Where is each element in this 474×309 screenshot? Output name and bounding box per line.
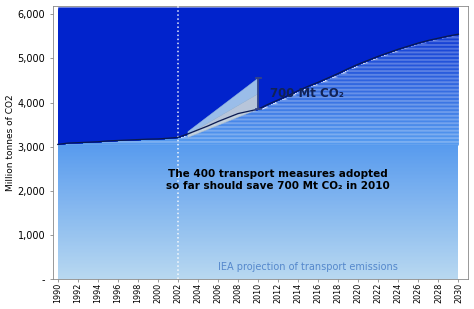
Text: The 400 transport measures adopted: The 400 transport measures adopted [168,169,388,179]
Text: 700 Mt CO₂: 700 Mt CO₂ [270,87,344,100]
Y-axis label: Million tonnes of CO2: Million tonnes of CO2 [6,94,15,191]
Polygon shape [188,94,258,138]
Polygon shape [188,78,258,134]
Text: IEA projection of transport emissions: IEA projection of transport emissions [218,261,398,272]
Text: so far should save 700 Mt CO₂ in 2010: so far should save 700 Mt CO₂ in 2010 [166,181,390,191]
